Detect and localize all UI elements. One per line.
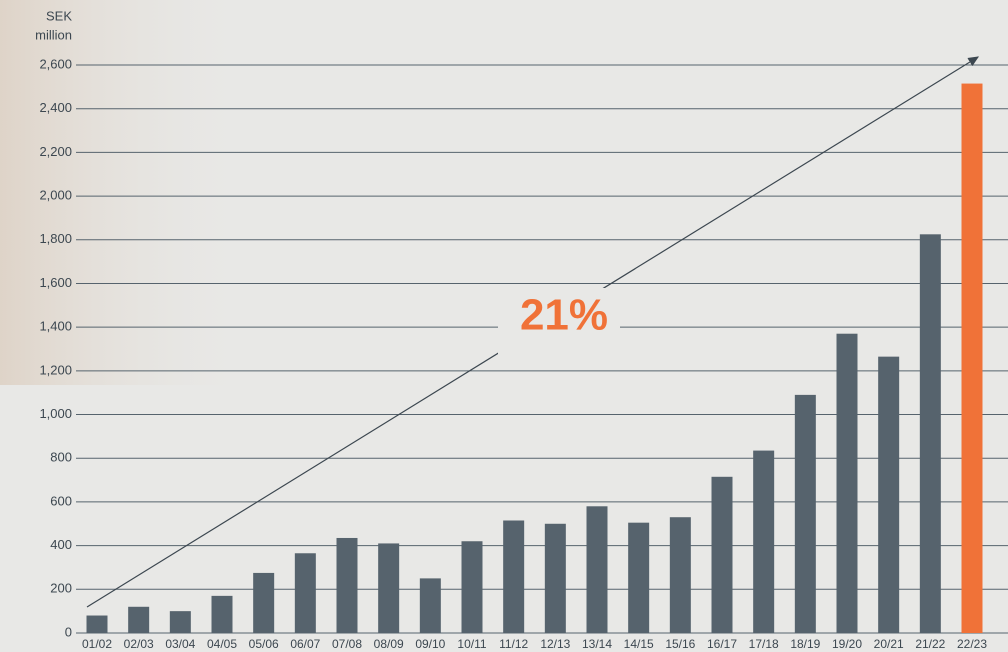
y-tick-label: 2,200 <box>39 144 72 159</box>
x-tick-label: 08/09 <box>374 637 404 651</box>
bar <box>836 333 858 633</box>
y-unit: SEK <box>46 8 72 23</box>
y-tick-label: 1,000 <box>39 406 72 421</box>
y-tick-label: 1,200 <box>39 362 72 377</box>
y-unit: million <box>35 27 72 42</box>
y-tick-label: 2,600 <box>39 56 72 71</box>
annotation-bg <box>498 288 620 356</box>
x-tick-label: 05/06 <box>249 637 279 651</box>
x-tick-label: 16/17 <box>707 637 737 651</box>
y-tick-label: 1,600 <box>39 275 72 290</box>
bar <box>753 450 775 633</box>
background-fade <box>0 0 260 385</box>
x-tick-label: 21/22 <box>915 637 945 651</box>
bar <box>128 606 150 633</box>
x-tick-label: 11/12 <box>499 637 528 651</box>
y-tick-label: 2,000 <box>39 188 72 203</box>
bar <box>503 520 525 633</box>
x-tick-label: 07/08 <box>332 637 362 651</box>
bar <box>878 356 900 633</box>
x-tick-label: 10/11 <box>457 637 486 651</box>
x-tick-label: 09/10 <box>415 637 445 651</box>
x-tick-label: 04/05 <box>207 637 237 651</box>
bar <box>253 572 275 633</box>
bar <box>169 611 191 633</box>
bar <box>586 506 608 633</box>
bar <box>919 234 941 634</box>
bar <box>461 541 483 633</box>
bar <box>86 615 108 633</box>
bar <box>669 517 691 633</box>
bar <box>378 543 400 633</box>
y-tick-label: 800 <box>50 450 72 465</box>
x-tick-label: 13/14 <box>582 637 612 651</box>
x-tick-label: 20/21 <box>874 637 904 651</box>
x-tick-label: 18/19 <box>790 637 820 651</box>
y-tick-label: 400 <box>50 537 72 552</box>
bar <box>628 522 650 633</box>
bar <box>711 476 733 633</box>
bar <box>794 394 816 633</box>
bar <box>211 595 233 633</box>
x-tick-label: 14/15 <box>624 637 654 651</box>
bar <box>419 578 441 633</box>
y-tick-label: 0 <box>65 624 72 639</box>
x-tick-label: 15/16 <box>665 637 695 651</box>
bar <box>294 553 316 633</box>
x-tick-label: 12/13 <box>540 637 570 651</box>
y-tick-label: 200 <box>50 581 72 596</box>
y-tick-label: 1,400 <box>39 319 72 334</box>
x-tick-label: 03/04 <box>165 637 195 651</box>
x-tick-label: 19/20 <box>832 637 862 651</box>
bar <box>336 537 358 633</box>
x-tick-label: 22/23 <box>957 637 987 651</box>
annotation: 21% <box>520 291 608 340</box>
x-tick-label: 06/07 <box>290 637 320 651</box>
bar <box>961 83 983 634</box>
y-tick-label: 2,400 <box>39 100 72 115</box>
y-tick-label: 1,800 <box>39 231 72 246</box>
bar <box>544 523 566 633</box>
x-tick-label: 02/03 <box>124 637 154 651</box>
y-tick-label: 600 <box>50 493 72 508</box>
x-tick-label: 17/18 <box>749 637 779 651</box>
x-tick-label: 01/02 <box>82 637 112 651</box>
